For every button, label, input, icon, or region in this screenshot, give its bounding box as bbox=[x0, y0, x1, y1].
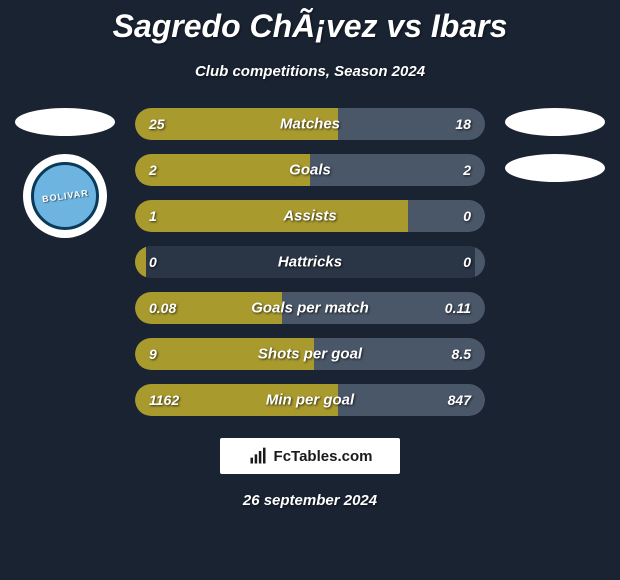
brand-logo[interactable]: FcTables.com bbox=[220, 438, 400, 474]
stat-bar-right bbox=[408, 200, 485, 232]
stat-row: 0 0 Hattricks bbox=[135, 246, 485, 278]
left-player-column: BOLIVAR bbox=[10, 108, 120, 238]
stat-value-left: 25 bbox=[149, 116, 165, 132]
stat-label: Goals bbox=[289, 162, 331, 179]
stat-bar-left bbox=[135, 246, 146, 278]
stat-bar-right bbox=[310, 154, 485, 186]
stat-label: Hattricks bbox=[278, 254, 342, 271]
stat-row: 25 18 Matches bbox=[135, 108, 485, 140]
stat-label: Goals per match bbox=[251, 300, 369, 317]
stat-value-right: 0 bbox=[463, 208, 471, 224]
player-right-club-placeholder bbox=[505, 154, 605, 182]
stat-row: 1 0 Assists bbox=[135, 200, 485, 232]
stat-label: Assists bbox=[283, 208, 336, 225]
stat-row: 0.08 0.11 Goals per match bbox=[135, 292, 485, 324]
stat-label: Matches bbox=[280, 116, 340, 133]
stat-value-left: 9 bbox=[149, 346, 157, 362]
stats-bars: 25 18 Matches 2 2 Goals 1 0 Assists 0 0 Hattricks 0.… bbox=[135, 108, 485, 416]
stat-label: Min per goal bbox=[266, 392, 354, 409]
stat-value-right: 847 bbox=[448, 392, 471, 408]
stat-label: Shots per goal bbox=[258, 346, 362, 363]
player-left-club-crest: BOLIVAR bbox=[23, 154, 107, 238]
page-title: Sagredo ChÃ¡vez vs Ibars bbox=[0, 0, 620, 45]
right-player-column bbox=[500, 108, 610, 182]
comparison-content: BOLIVAR 25 18 Matches 2 2 Goals 1 0 Assists 0 0 Hat… bbox=[0, 108, 620, 416]
footer-date: 26 september 2024 bbox=[0, 492, 620, 509]
stat-value-left: 1 bbox=[149, 208, 157, 224]
stat-value-right: 0.11 bbox=[445, 300, 471, 316]
stat-value-right: 2 bbox=[463, 162, 471, 178]
chart-icon bbox=[248, 446, 268, 466]
stat-value-left: 0 bbox=[149, 254, 157, 270]
stat-value-right: 0 bbox=[463, 254, 471, 270]
stat-value-left: 0.08 bbox=[149, 300, 176, 316]
stat-row: 2 2 Goals bbox=[135, 154, 485, 186]
stat-row: 9 8.5 Shots per goal bbox=[135, 338, 485, 370]
stat-bar-left bbox=[135, 154, 310, 186]
brand-text: FcTables.com bbox=[274, 448, 373, 465]
page-subtitle: Club competitions, Season 2024 bbox=[0, 63, 620, 80]
stat-bar-right bbox=[475, 246, 486, 278]
stat-value-left: 1162 bbox=[149, 392, 179, 408]
stat-value-right: 18 bbox=[455, 116, 471, 132]
stat-value-right: 8.5 bbox=[452, 346, 471, 362]
crest-inner: BOLIVAR bbox=[31, 162, 99, 230]
crest-text: BOLIVAR bbox=[41, 188, 89, 204]
stat-bar-left bbox=[135, 200, 408, 232]
stat-row: 1162 847 Min per goal bbox=[135, 384, 485, 416]
player-right-photo-placeholder bbox=[505, 108, 605, 136]
stat-value-left: 2 bbox=[149, 162, 157, 178]
player-left-photo-placeholder bbox=[15, 108, 115, 136]
